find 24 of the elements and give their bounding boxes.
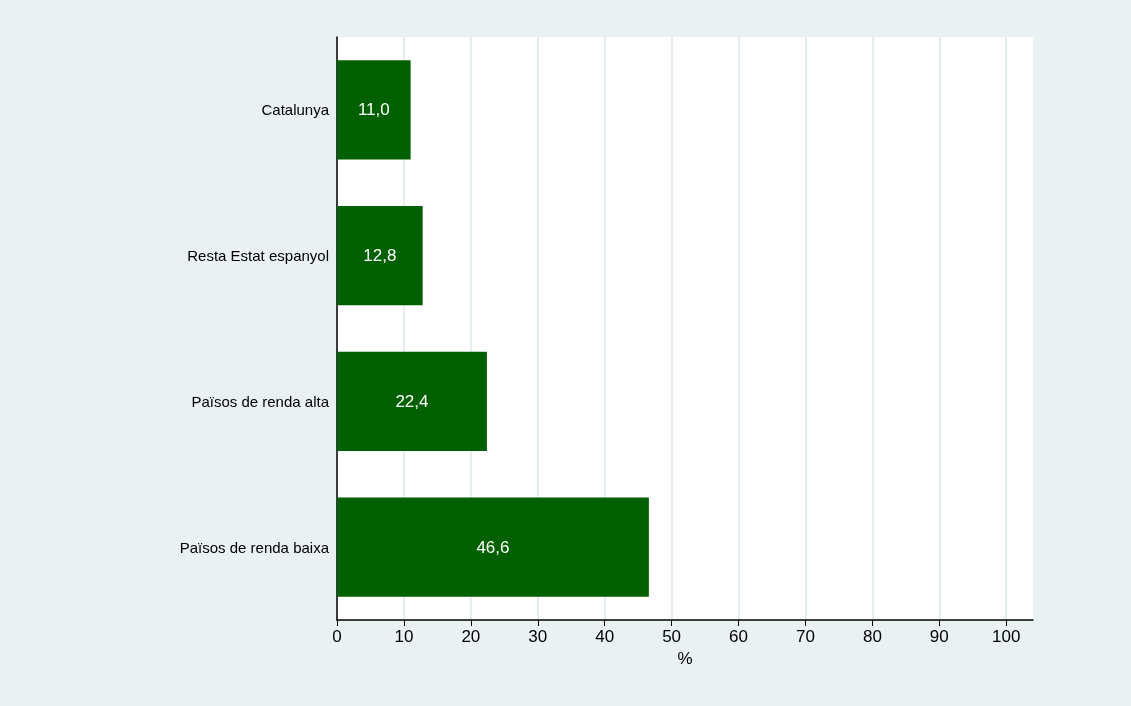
x-tick-label: 10 bbox=[394, 627, 414, 646]
bar bbox=[337, 206, 423, 306]
x-axis-title: % bbox=[677, 648, 693, 668]
bar bbox=[337, 497, 649, 597]
x-tick-label: 100 bbox=[992, 627, 1021, 646]
x-tick-label: 90 bbox=[929, 627, 949, 646]
x-tick-label: 0 bbox=[332, 627, 342, 646]
bar bbox=[337, 351, 487, 451]
data-label: 46,6 bbox=[476, 537, 510, 557]
x-tick-label: 50 bbox=[662, 627, 682, 646]
x-tick-label: 70 bbox=[796, 627, 815, 646]
y-tick-label: Catalunya bbox=[261, 101, 330, 119]
data-label: 22,4 bbox=[395, 391, 429, 411]
x-tick-label: 20 bbox=[461, 627, 481, 646]
data-label: 11,0 bbox=[357, 100, 390, 120]
data-label: 12,8 bbox=[363, 246, 397, 266]
y-tick-label: Països de renda baixa bbox=[179, 538, 330, 556]
y-tick-label: Resta Estat espanyol bbox=[187, 247, 329, 265]
x-tick-label: 80 bbox=[862, 627, 882, 646]
x-tick-label: 60 bbox=[729, 627, 748, 646]
x-tick-label: 40 bbox=[595, 627, 615, 646]
bar bbox=[337, 60, 411, 160]
y-tick-label: Països de renda alta bbox=[191, 392, 330, 410]
x-tick-label: 30 bbox=[528, 627, 548, 646]
